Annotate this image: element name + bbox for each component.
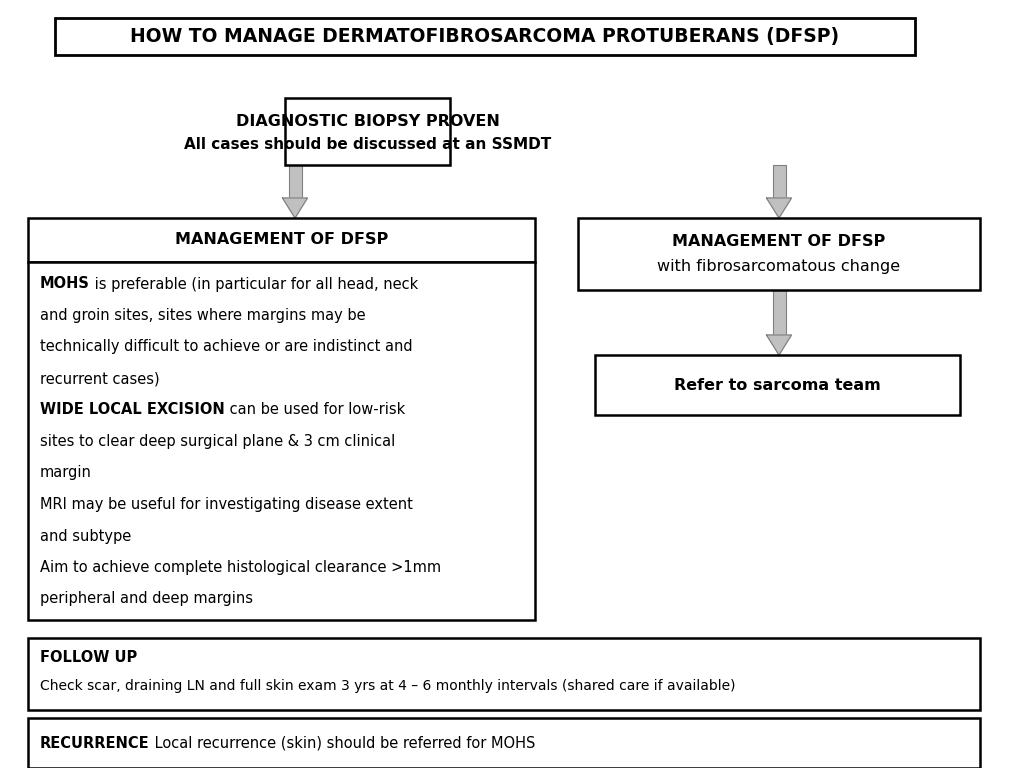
Bar <box>28 262 535 620</box>
Text: Aim to achieve complete histological clearance >1mm: Aim to achieve complete histological cle… <box>40 560 441 575</box>
Text: peripheral and deep margins: peripheral and deep margins <box>40 591 253 607</box>
Text: and groin sites, sites where margins may be: and groin sites, sites where margins may… <box>40 308 366 323</box>
Polygon shape <box>283 198 307 218</box>
Text: MANAGEMENT OF DFSP: MANAGEMENT OF DFSP <box>673 234 886 250</box>
Text: Check scar, draining LN and full skin exam 3 yrs at 4 – 6 monthly intervals (sha: Check scar, draining LN and full skin ex… <box>40 679 735 693</box>
Bar <box>772 290 785 335</box>
Text: is preferable (in particular for all head, neck: is preferable (in particular for all hea… <box>90 276 418 292</box>
Bar <box>289 165 301 198</box>
Text: technically difficult to achieve or are indistinct and: technically difficult to achieve or are … <box>40 339 413 355</box>
Bar <box>28 718 980 768</box>
Polygon shape <box>767 335 792 355</box>
Text: recurrent cases): recurrent cases) <box>40 371 160 386</box>
Text: MANAGEMENT OF DFSP: MANAGEMENT OF DFSP <box>175 233 388 247</box>
Text: MRI may be useful for investigating disease extent: MRI may be useful for investigating dise… <box>40 497 413 512</box>
Text: with fibrosarcomatous change: with fibrosarcomatous change <box>657 260 900 274</box>
Text: HOW TO MANAGE DERMATOFIBROSARCOMA PROTUBERANS (DFSP): HOW TO MANAGE DERMATOFIBROSARCOMA PROTUB… <box>130 27 840 46</box>
Text: MOHS: MOHS <box>40 276 90 292</box>
Polygon shape <box>767 198 792 218</box>
Text: FOLLOW UP: FOLLOW UP <box>40 650 137 666</box>
Bar <box>772 165 785 198</box>
Bar <box>28 638 980 710</box>
Bar <box>578 218 980 290</box>
Text: Refer to sarcoma team: Refer to sarcoma team <box>674 378 881 392</box>
Text: RECURRENCE: RECURRENCE <box>40 736 150 750</box>
Text: DIAGNOSTIC BIOPSY PROVEN: DIAGNOSTIC BIOPSY PROVEN <box>236 114 500 129</box>
Bar <box>55 18 915 55</box>
Text: Local recurrence (skin) should be referred for MOHS: Local recurrence (skin) should be referr… <box>150 736 535 750</box>
Bar <box>28 218 535 262</box>
Text: and subtype: and subtype <box>40 528 131 544</box>
Bar <box>285 98 450 165</box>
Text: All cases should be discussed at an SSMDT: All cases should be discussed at an SSMD… <box>184 137 551 152</box>
Text: WIDE LOCAL EXCISION: WIDE LOCAL EXCISION <box>40 402 224 418</box>
Text: can be used for low-risk: can be used for low-risk <box>224 402 406 418</box>
Text: margin: margin <box>40 465 92 481</box>
Text: sites to clear deep surgical plane & 3 cm clinical: sites to clear deep surgical plane & 3 c… <box>40 434 395 449</box>
Bar <box>595 355 961 415</box>
